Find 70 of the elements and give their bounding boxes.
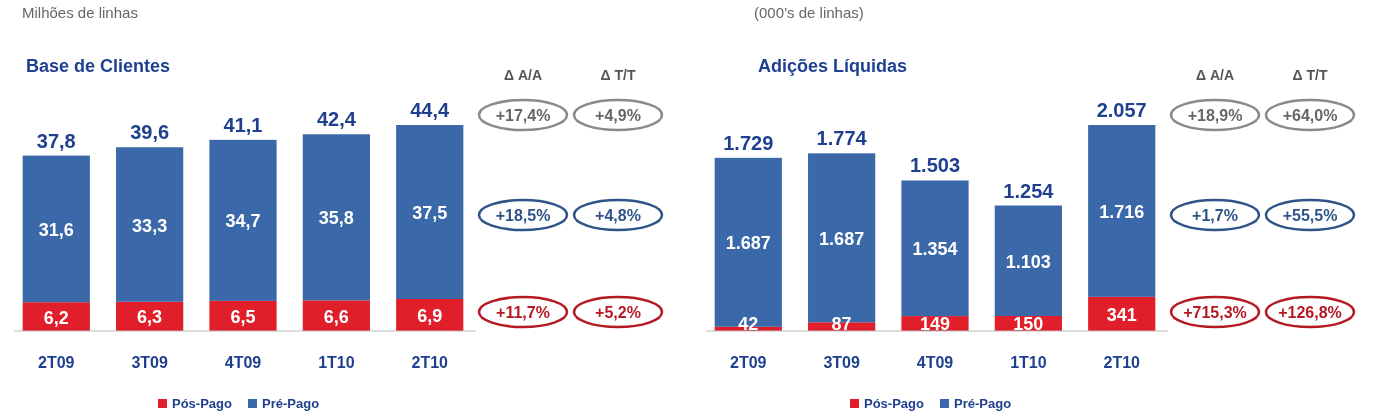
text: +18,5% bbox=[495, 207, 551, 224]
text: Δ T/T bbox=[1292, 67, 1328, 83]
data-label: 1.687 bbox=[725, 233, 771, 254]
bar bbox=[1088, 125, 1156, 297]
text: +17,4% bbox=[495, 107, 551, 124]
text: +11,7% bbox=[496, 304, 550, 321]
text: Δ T/T bbox=[600, 67, 636, 83]
x-tick-label: 1T10 bbox=[1010, 354, 1047, 371]
legend-label: Pós-Pago bbox=[864, 396, 925, 411]
x-tick-label: 3T09 bbox=[131, 354, 168, 371]
x-tick-label: 1T10 bbox=[318, 354, 355, 371]
chart-title: Adições Líquidas bbox=[758, 56, 908, 76]
data-label: 1.354 bbox=[912, 239, 958, 260]
legend-label: Pré-Pago bbox=[262, 396, 320, 411]
data-label: 34,7 bbox=[225, 211, 261, 232]
text: +64,0% bbox=[1282, 107, 1338, 124]
data-label: 6,6 bbox=[323, 306, 349, 327]
legend-label: Pós-Pago bbox=[172, 396, 233, 411]
data-label: 6,2 bbox=[43, 307, 69, 328]
total-label: 1.254 bbox=[1003, 179, 1055, 202]
text: +715,3% bbox=[1183, 304, 1247, 321]
x-tick-label: 4T09 bbox=[224, 354, 262, 371]
x-tick-label: 2T10 bbox=[411, 354, 449, 371]
x-tick-label: 2T09 bbox=[730, 354, 767, 371]
text: +18,9% bbox=[1187, 107, 1243, 124]
text: +55,5% bbox=[1282, 207, 1338, 224]
bar bbox=[302, 134, 370, 301]
bar bbox=[396, 125, 464, 299]
bar bbox=[209, 139, 277, 301]
text: +4,8% bbox=[595, 207, 641, 224]
data-label: 341 bbox=[1106, 304, 1137, 325]
data-label: 1.687 bbox=[819, 228, 865, 249]
data-label: 33,3 bbox=[132, 215, 168, 236]
data-label: 1.716 bbox=[1099, 201, 1145, 222]
bar bbox=[22, 155, 90, 303]
text: +5,2% bbox=[595, 304, 641, 321]
chart-subtitle: Milhões de linhas bbox=[22, 4, 138, 21]
data-label: 35,8 bbox=[318, 208, 354, 229]
data-label: 6,9 bbox=[417, 305, 443, 326]
data-label: 150 bbox=[1013, 314, 1044, 334]
data-label: 149 bbox=[919, 314, 951, 334]
total-label: 44,4 bbox=[410, 99, 451, 121]
total-label: 37,8 bbox=[36, 129, 76, 152]
total-label: 1.729 bbox=[723, 131, 774, 154]
total-label: 1.503 bbox=[909, 154, 961, 177]
text: +1,7% bbox=[1192, 207, 1238, 224]
legend-label: Pré-Pago bbox=[954, 396, 1012, 411]
text: Δ A/A bbox=[503, 67, 543, 83]
x-tick-label: 3T09 bbox=[823, 354, 860, 371]
data-label: 6,5 bbox=[230, 306, 256, 327]
total-label: 41,1 bbox=[223, 113, 263, 136]
data-label: 37,5 bbox=[412, 202, 448, 223]
total-label: 1.774 bbox=[816, 127, 868, 150]
total-label: 2.057 bbox=[1096, 99, 1147, 121]
total-label: 42,4 bbox=[316, 108, 357, 131]
bar bbox=[901, 180, 969, 317]
x-tick-label: 2T10 bbox=[1103, 354, 1141, 371]
text: +4,9% bbox=[595, 107, 641, 124]
data-label: 31,6 bbox=[38, 219, 74, 240]
bar bbox=[116, 147, 184, 302]
total-label: 39,6 bbox=[130, 121, 170, 144]
bar bbox=[994, 205, 1062, 316]
data-label: 1.103 bbox=[1005, 251, 1051, 272]
chart-title: Base de Clientes bbox=[26, 56, 171, 76]
text: +126,8% bbox=[1278, 304, 1342, 321]
data-label: 6,3 bbox=[137, 307, 163, 328]
x-tick-label: 4T09 bbox=[916, 354, 954, 371]
chart-subtitle: (000’s de linhas) bbox=[754, 4, 864, 21]
text: Δ A/A bbox=[1195, 67, 1235, 83]
x-tick-label: 2T09 bbox=[38, 354, 75, 371]
